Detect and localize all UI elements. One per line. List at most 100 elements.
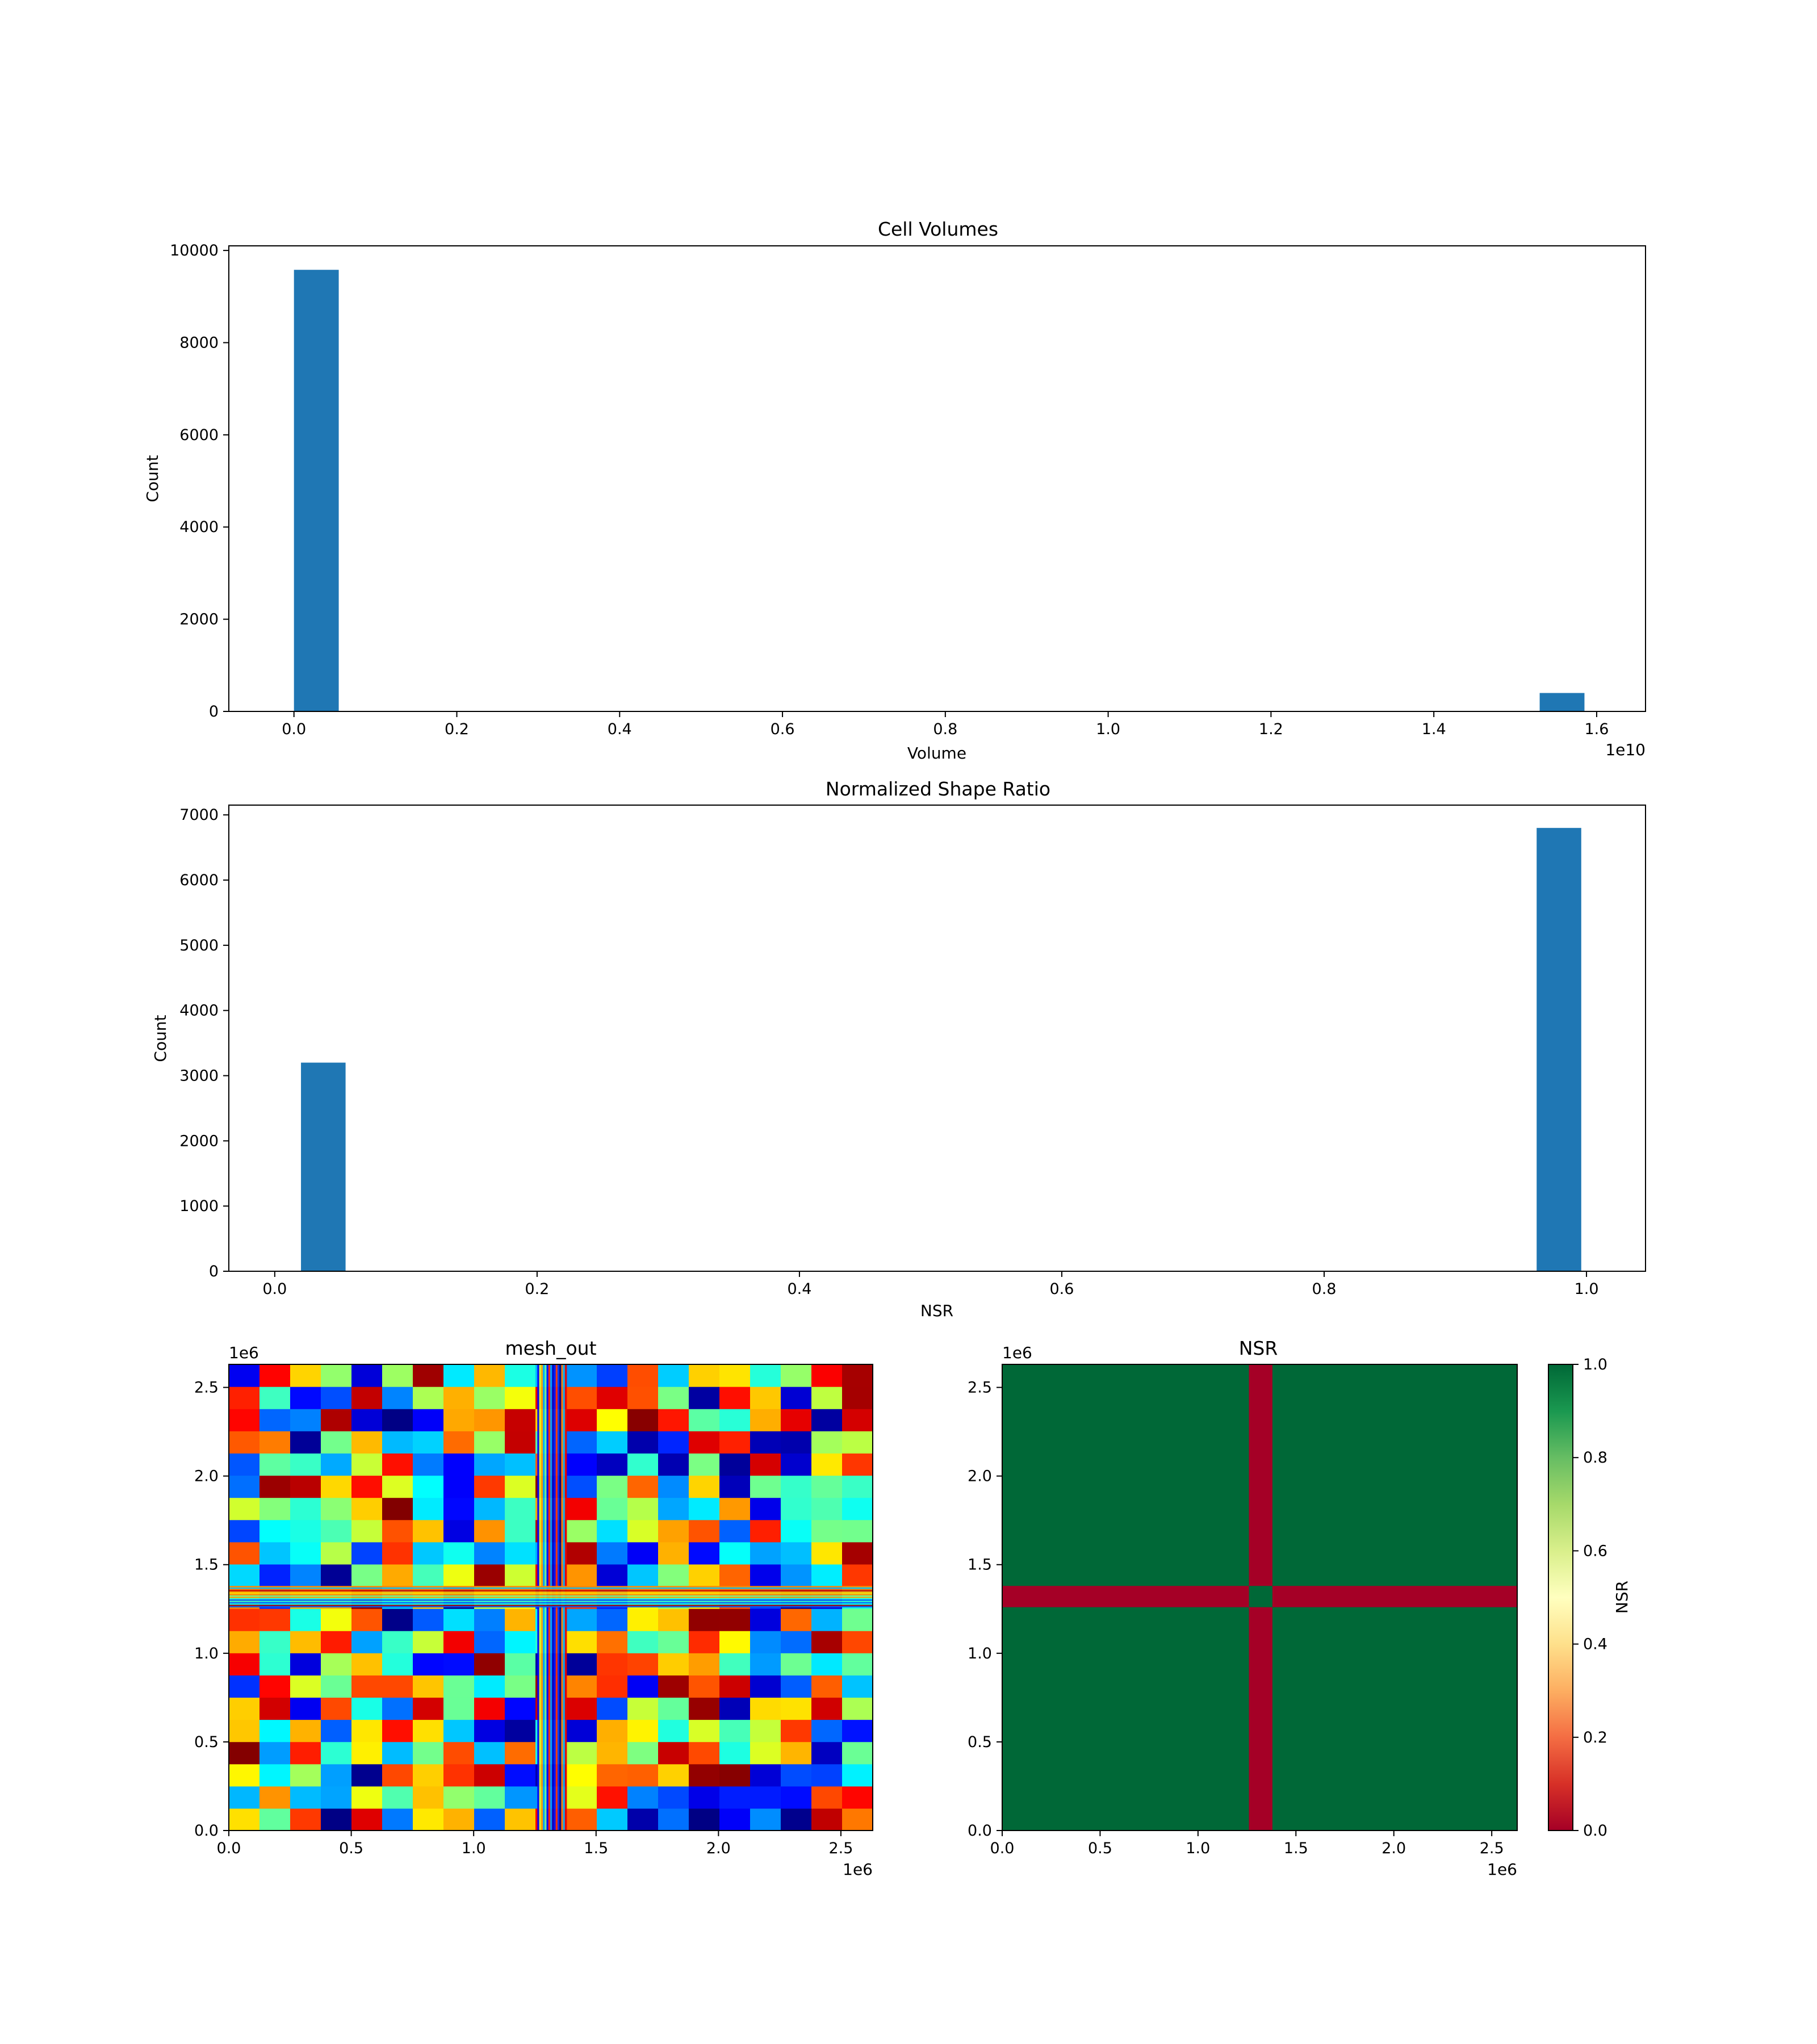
mesh-out-cell [750, 1519, 781, 1543]
mesh-out-cell [474, 1808, 505, 1831]
cell-volumes-y-tick-label: 4000 [179, 518, 219, 536]
mesh-out-cell [321, 1609, 352, 1631]
mesh-out-cell [259, 1519, 291, 1543]
mesh-out-cell [351, 1609, 383, 1631]
mesh-out-y-tick-label: 2.0 [194, 1468, 219, 1485]
mesh-out-cell [719, 1387, 751, 1409]
mesh-out-cell [443, 1387, 475, 1409]
mesh-out-cell [229, 1741, 260, 1765]
nsr-histogram-y-tick-label: 5000 [179, 937, 219, 954]
mesh-out-cell [597, 1697, 628, 1720]
mesh-out-horizontal-strip [229, 1587, 873, 1589]
mesh-out-cell [290, 1564, 321, 1587]
cell-volumes-y-label: Count [143, 455, 162, 502]
mesh-out-cell [658, 1409, 689, 1431]
mesh-out-cell [781, 1764, 812, 1787]
mesh-out-cell [229, 1786, 260, 1809]
mesh-out-cell [566, 1697, 597, 1720]
mesh-out-cell [505, 1431, 536, 1454]
mesh-out-cell [781, 1719, 812, 1743]
mesh-out-cell [505, 1409, 536, 1431]
nsr-histogram-x-tick-label: 1.0 [1575, 1280, 1599, 1298]
mesh-out-cell [229, 1631, 260, 1653]
mesh-out-cell [658, 1542, 689, 1565]
cell-volumes-y-tick-label: 10000 [170, 242, 219, 259]
nsr-histogram-y-tick-label: 3000 [179, 1067, 219, 1085]
mesh-out-cell [842, 1387, 873, 1409]
mesh-out-cell [382, 1409, 413, 1431]
mesh-out-cell [566, 1675, 597, 1698]
mesh-out-cell [842, 1764, 873, 1787]
mesh-out-cell [413, 1719, 444, 1743]
mesh-out-cell [259, 1542, 291, 1565]
nsr-heatmap-plot-frame [1002, 1364, 1518, 1831]
mesh-out-cell [229, 1519, 260, 1543]
mesh-out-cell [781, 1409, 812, 1431]
mesh-out-cell [321, 1519, 352, 1543]
mesh-out-cell [413, 1475, 444, 1498]
mesh-out-cell [321, 1653, 352, 1676]
mesh-out-cell [413, 1542, 444, 1565]
mesh-out-cell [719, 1497, 751, 1521]
cell-volumes-x-tick-label: 1.2 [1259, 721, 1283, 738]
nsr-histogram-bar [301, 1062, 346, 1271]
mesh-out-cell [474, 1475, 505, 1498]
mesh-out-cell [750, 1719, 781, 1743]
mesh-out-cell [781, 1786, 812, 1809]
mesh-out-cell [505, 1387, 536, 1409]
mesh-out-cell [474, 1453, 505, 1476]
mesh-out-cell [750, 1631, 781, 1653]
mesh-out-cell [413, 1453, 444, 1476]
mesh-out-cell [505, 1719, 536, 1743]
mesh-out-cell [627, 1387, 659, 1409]
mesh-out-cell [750, 1764, 781, 1787]
mesh-out-cell [627, 1631, 659, 1653]
mesh-out-cell [505, 1453, 536, 1476]
mesh-out-cell [321, 1631, 352, 1653]
mesh-out-cell [566, 1808, 597, 1831]
nsr-histogram-x-tick-label: 0.0 [262, 1280, 287, 1298]
mesh-out-cell [627, 1519, 659, 1543]
mesh-out-cell [811, 1786, 843, 1809]
mesh-out-cell [811, 1808, 843, 1831]
mesh-out-cell [321, 1475, 352, 1498]
mesh-out-cell [811, 1697, 843, 1720]
mesh-out-cell [229, 1497, 260, 1521]
mesh-out-cell [597, 1631, 628, 1653]
mesh-out-cell [750, 1786, 781, 1809]
mesh-out-cell [443, 1786, 475, 1809]
mesh-out-cell [811, 1497, 843, 1521]
mesh-out-cell [566, 1497, 597, 1521]
mesh-out-cell [597, 1808, 628, 1831]
mesh-out-cell [259, 1764, 291, 1787]
mesh-out-cell [290, 1653, 321, 1676]
mesh-out-cell [259, 1564, 291, 1587]
mesh-out-horizontal-strip [229, 1594, 873, 1595]
mesh-out-cell [719, 1764, 751, 1787]
mesh-out-cell [351, 1542, 383, 1565]
mesh-out-cell [566, 1741, 597, 1765]
mesh-out-cell [719, 1653, 751, 1676]
mesh-out-cell [290, 1675, 321, 1698]
nsr-heatmap-y-tick-label: 1.5 [968, 1556, 992, 1574]
mesh-out-x-tick-label: 0.0 [217, 1840, 241, 1857]
mesh-out-cell [321, 1431, 352, 1454]
mesh-out-cell [382, 1653, 413, 1676]
mesh-out-cell [597, 1786, 628, 1809]
mesh-out-cell [259, 1497, 291, 1521]
mesh-out-cell [290, 1764, 321, 1787]
mesh-out-cell [259, 1364, 291, 1387]
mesh-out-cell [811, 1519, 843, 1543]
mesh-out-cell [505, 1741, 536, 1765]
mesh-out-cell [443, 1719, 475, 1743]
nsr-heatmap-y-tick-label: 0.5 [968, 1733, 992, 1751]
mesh-out-cell [719, 1542, 751, 1565]
mesh-out-cell [229, 1609, 260, 1631]
mesh-out-cell [689, 1631, 720, 1653]
mesh-out-cell [321, 1453, 352, 1476]
mesh-out-cell [382, 1741, 413, 1765]
mesh-out-cell [321, 1741, 352, 1765]
mesh-out-cell [382, 1786, 413, 1809]
nsr-histogram-y-tick-label: 1000 [179, 1197, 219, 1215]
